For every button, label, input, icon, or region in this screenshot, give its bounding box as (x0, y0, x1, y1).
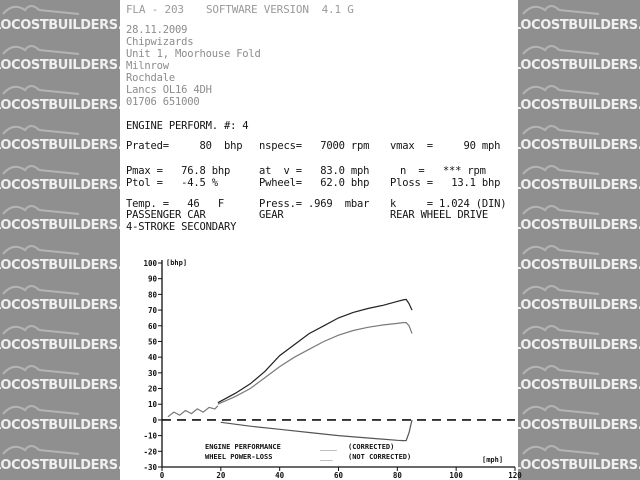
series-line (217, 322, 413, 405)
software-version: SOFTWARE VERSION 4.1 G (206, 3, 354, 16)
series-line (167, 405, 219, 418)
y-tick-label: 80 (148, 290, 158, 299)
watermark-car-sketch (522, 125, 600, 135)
spec-pwheel: Pwheel= 62.0 bhp (259, 177, 370, 189)
watermark-car-sketch (2, 245, 80, 255)
legend-note: (NOT CORRECTED) (348, 453, 411, 461)
watermark-car-sketch (2, 325, 80, 335)
watermark-car-sketch (2, 205, 80, 215)
spec-temp: Temp. = 46 F (126, 198, 224, 210)
watermark-car-sketch (522, 365, 600, 375)
x-tick-label: 40 (275, 471, 285, 480)
y-tick-label: 70 (148, 306, 158, 315)
watermark-car-sketch (522, 45, 600, 55)
spec-vmax: vmax = 90 mph (390, 140, 501, 152)
spec-pmax: Pmax = 76.8 bhp (126, 165, 231, 177)
watermark-car-sketch (2, 285, 80, 295)
legend-label: WHEEL POWER-LOSS (205, 453, 272, 461)
watermark-car-sketch (522, 445, 600, 455)
spec-k: k = 1.024 (DIN) (390, 198, 507, 210)
watermark-text: LOCOSTBUILDERS.CO.UK (513, 18, 640, 33)
watermark-car-sketch (2, 165, 80, 175)
watermark-car-sketch (2, 125, 80, 135)
y-tick-label: 100 (143, 259, 157, 268)
x-tick-label: 0 (160, 471, 165, 480)
x-tick-label: 80 (393, 471, 403, 480)
y-tick-label: 90 (148, 275, 158, 284)
y-tick-label: 60 (148, 322, 158, 331)
watermark-car-sketch (2, 85, 80, 95)
customer-name: Chipwizards (126, 36, 194, 48)
address-line: Rochdale (126, 72, 175, 84)
address-line: Milnrow (126, 60, 169, 72)
report-title: ENGINE PERFORM. #: 4 (126, 120, 249, 132)
watermark-car-sketch (2, 5, 80, 15)
legend-label: ENGINE PERFORMANCE (205, 443, 281, 451)
dyno-printout-sheet: FLA - 203 SOFTWARE VERSION 4.1 G 28.11.2… (120, 0, 518, 480)
watermark-car-sketch (522, 165, 600, 175)
watermark-car-sketch (2, 365, 80, 375)
watermark-car-sketch (522, 85, 600, 95)
watermark-text: LOCOSTBUILDERS.CO.UK (513, 178, 640, 193)
spec-nspecs: nspecs= 7000 rpm (259, 140, 370, 152)
drive-type: REAR WHEEL DRIVE (390, 209, 488, 221)
x-tick-label: 100 (449, 471, 463, 480)
y-tick-label: 50 (148, 337, 158, 346)
spec-ptol: Ptol = -4.5 % (126, 177, 218, 189)
address-line: Unit 1, Moorhouse Fold (126, 48, 261, 60)
watermark-text: LOCOSTBUILDERS.CO.UK (513, 298, 640, 313)
watermark-car-sketch (2, 45, 80, 55)
spec-n: n = *** rpm (400, 165, 486, 177)
report-date: 28.11.2009 (126, 24, 188, 36)
x-tick-label: 60 (334, 471, 344, 480)
watermark-car-sketch (522, 5, 600, 15)
x-axis-label: [mph] (482, 456, 503, 464)
watermark-car-sketch (2, 445, 80, 455)
y-tick-label: 30 (148, 369, 158, 378)
series-line (220, 419, 413, 442)
watermark-text: LOCOSTBUILDERS.CO.UK (513, 58, 640, 73)
series-line (217, 298, 413, 404)
watermark-text: LOCOSTBUILDERS.CO.UK (513, 98, 640, 113)
watermark-text: LOCOSTBUILDERS.CO.UK (513, 338, 640, 353)
vehicle-type: PASSENGER CAR (126, 209, 206, 221)
y-tick-label: -10 (143, 432, 157, 441)
y-tick-label: -30 (143, 463, 157, 472)
watermark-text: LOCOSTBUILDERS.CO.UK (513, 218, 640, 233)
legend-sample: ____ (320, 443, 338, 451)
watermark-car-sketch (522, 205, 600, 215)
spec-at-v: at v = 83.0 mph (259, 165, 370, 177)
y-axis-label: [bhp] (166, 259, 187, 267)
y-tick-label: 20 (148, 385, 158, 394)
watermark-car-sketch (522, 285, 600, 295)
y-tick-label: -20 (143, 447, 157, 456)
x-tick-label: 20 (216, 471, 226, 480)
test-mode: GEAR (259, 209, 284, 221)
header-line1: FLA - 203 (126, 3, 184, 16)
y-tick-label: 40 (148, 353, 158, 362)
watermark-text: LOCOSTBUILDERS.CO.UK (513, 258, 640, 273)
watermark-text: LOCOSTBUILDERS.CO.UK (513, 418, 640, 433)
y-tick-label: 10 (148, 400, 158, 409)
legend-sample: ___ (320, 453, 333, 461)
watermark-car-sketch (522, 245, 600, 255)
watermark-text: LOCOSTBUILDERS.CO.UK (513, 458, 640, 473)
y-tick-label: 0 (152, 416, 157, 425)
address-line: Lancs OL16 4DH (126, 84, 212, 96)
spec-ploss: Ploss = 13.1 bhp (390, 177, 501, 189)
engine-type: 4-STROKE SECONDARY (126, 221, 237, 233)
watermark-text: LOCOSTBUILDERS.CO.UK (513, 378, 640, 393)
x-tick-label: 120 (508, 471, 522, 480)
spec-prated: Prated= 80 bhp (126, 140, 243, 152)
watermark-car-sketch (2, 405, 80, 415)
watermark-car-sketch (522, 325, 600, 335)
legend-note: (CORRECTED) (348, 443, 394, 451)
spec-press: Press.= .969 mbar (259, 198, 370, 210)
phone-number: 01706 651000 (126, 96, 200, 108)
watermark-car-sketch (522, 405, 600, 415)
watermark-text: LOCOSTBUILDERS.CO.UK (513, 138, 640, 153)
